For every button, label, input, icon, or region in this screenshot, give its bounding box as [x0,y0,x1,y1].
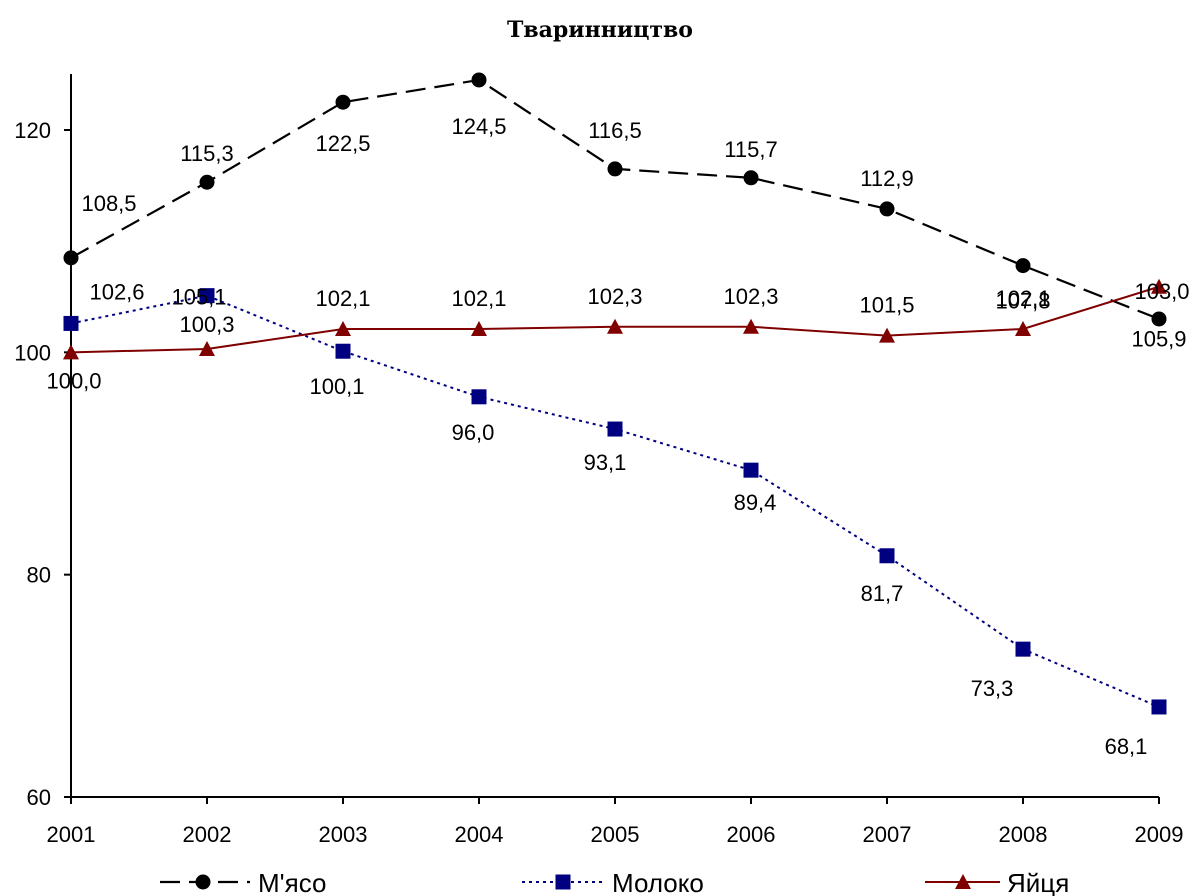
data-point-marker [63,344,79,360]
data-point-marker [335,320,351,336]
data-label: 124,5 [451,114,506,139]
y-tick-label: 120 [14,118,51,143]
data-label: 116,5 [588,118,641,143]
data-point-marker [1151,311,1167,327]
x-tick-label: 2008 [999,822,1048,847]
series-markers [63,72,1167,715]
y-tick-label: 60 [27,785,51,810]
data-point-marker [607,318,623,334]
x-tick-label: 2005 [591,822,640,847]
data-point-marker [743,462,759,478]
x-tick-label: 2007 [863,822,912,847]
data-label: 81,7 [861,581,904,606]
data-point-marker [1151,278,1167,294]
data-label: 96,0 [452,420,495,445]
data-label: 122,5 [315,131,370,156]
data-point-marker [471,320,487,336]
data-label: 68,1 [1105,734,1148,759]
data-label: 105,9 [1131,327,1186,352]
data-point-marker [1015,320,1031,336]
x-tick-label: 2009 [1135,822,1184,847]
data-point-marker [879,327,895,343]
data-label: 93,1 [584,450,627,475]
x-tick-label: 2003 [319,822,368,847]
legend-label: М'ясо [258,868,326,896]
data-label: 103,0 [1134,279,1189,304]
data-label: 100,1 [309,374,364,399]
data-label: 100,3 [179,312,234,337]
data-label: 73,3 [971,676,1014,701]
data-labels: 108,5 115,3 122,5 124,5 116,5 115,7 112,9 107,8… [46,114,1189,759]
data-label: 102,1 [451,286,506,311]
data-label: 102,1 [315,286,370,311]
data-point-marker [335,343,351,359]
data-point-marker [199,288,215,304]
data-point-marker [1015,258,1031,274]
data-point-marker [743,318,759,334]
data-point-marker [471,72,487,88]
data-point-marker [879,548,895,564]
x-tick-label: 2004 [455,822,504,847]
legend-marker [955,874,971,889]
data-label: 102,1 [995,286,1050,311]
legend-marker [195,874,211,890]
data-point-marker [1015,641,1031,657]
data-point-marker [335,94,351,110]
data-label: 115,7 [724,137,777,162]
data-label: 101,5 [859,293,914,318]
data-label: 100,0 [46,368,101,393]
y-tick-label: 100 [14,340,51,365]
x-tick-label: 2001 [47,822,96,847]
data-point-marker [1151,699,1167,715]
data-label: 115,3 [180,141,233,166]
data-point-marker [63,250,79,266]
legend-label: Яйця [1007,868,1069,896]
axes: 2001 2002 2003 2004 2005 2006 2007 2008 2009 60 80… [14,74,1183,847]
data-label: 112,9 [860,166,913,191]
legend: М'ясо Молоко Яйця [160,868,1069,896]
data-label: 102,6 [89,279,144,304]
data-label: 108,5 [81,191,136,216]
data-point-marker [63,315,79,331]
x-tick-label: 2006 [727,822,776,847]
data-point-marker [199,340,215,356]
data-label: 89,4 [734,490,777,515]
legend-marker [555,874,571,890]
data-label: 105,1 [171,285,226,310]
x-tick-label: 2002 [183,822,232,847]
chart-title: Тваринництво [507,17,693,43]
data-point-marker [879,201,895,217]
data-point-marker [607,161,623,177]
data-label: 102,3 [723,284,778,309]
legend-label: Молоко [612,868,704,896]
data-point-marker [199,174,215,190]
y-tick-label: 80 [27,563,51,588]
series-line [70,294,1160,708]
data-point-marker [471,389,487,405]
data-label: 107,8 [995,289,1050,314]
data-label: 102,3 [587,284,642,309]
data-point-marker [607,421,623,437]
data-point-marker [743,170,759,186]
